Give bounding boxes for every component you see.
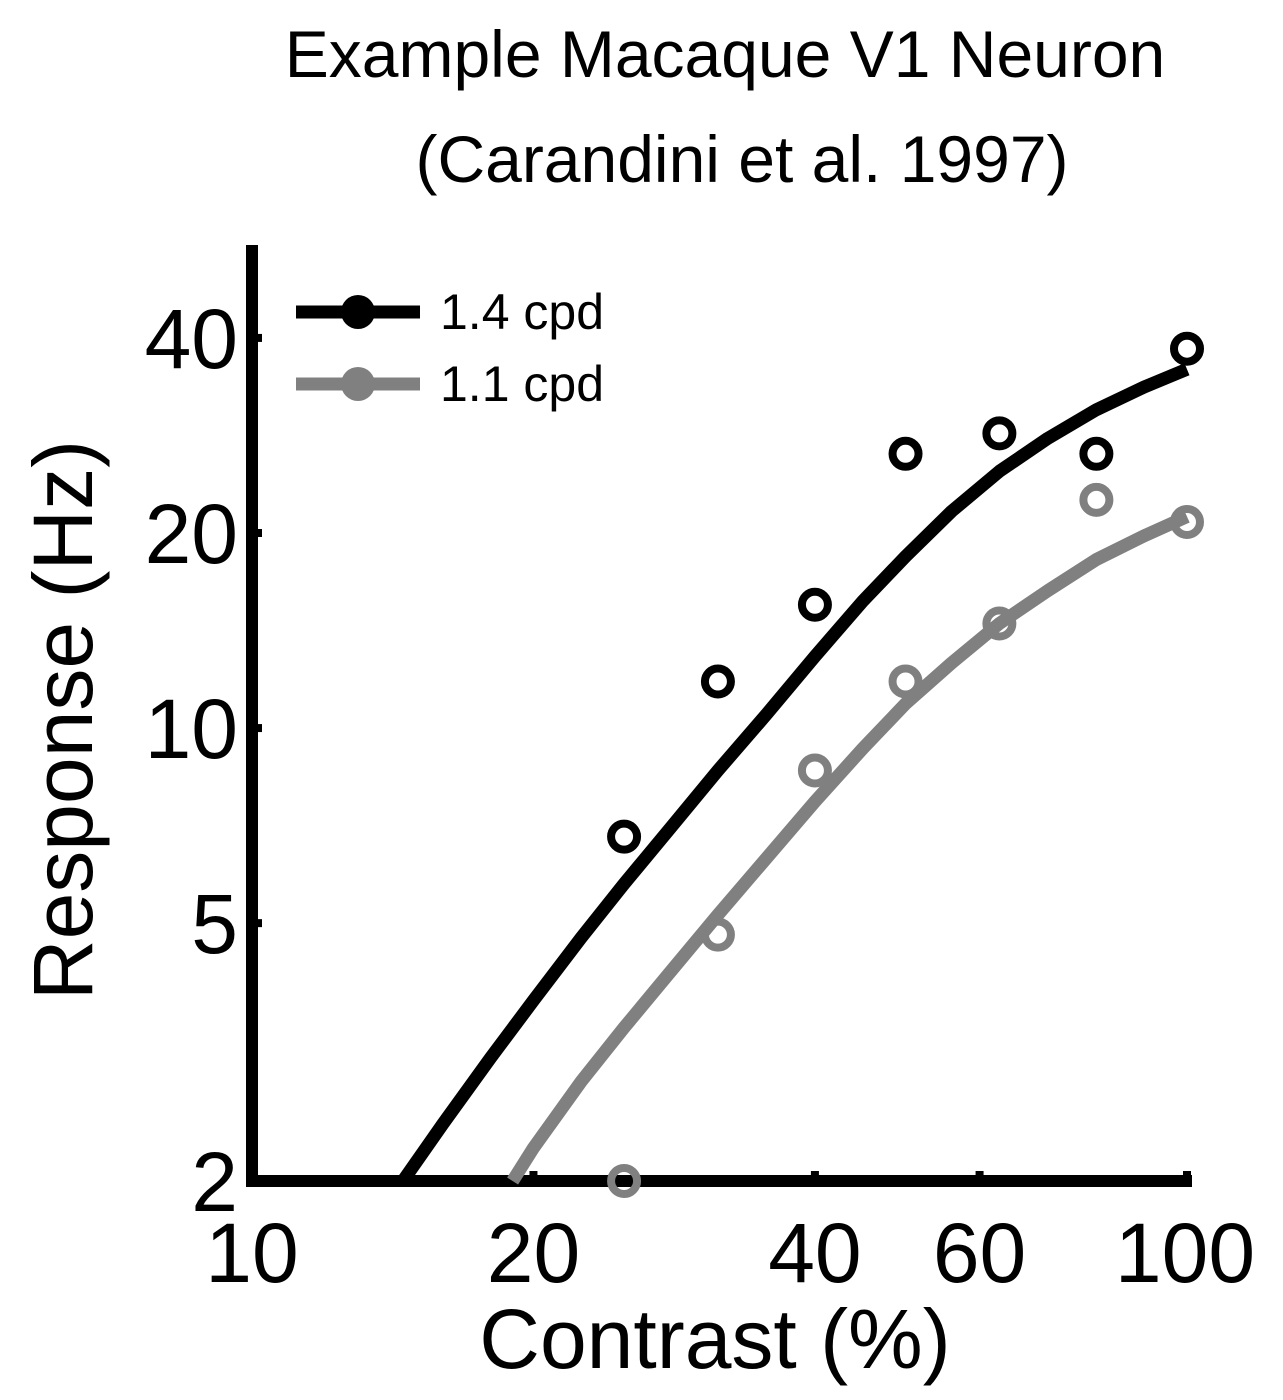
chart-subtitle: (Carandini et al. 1997): [415, 122, 1068, 196]
fit-curve: [507, 510, 1190, 1185]
data-point: [1079, 482, 1114, 517]
data-point: [888, 436, 923, 471]
legend-label: 1.1 cpd: [440, 356, 604, 412]
y-axis-ticks: 2 5 10 20 40: [145, 292, 262, 1229]
x-axis-ticks: 10 20 40 60 100: [205, 1171, 1255, 1300]
y-axis-label: Response (Hz): [16, 440, 110, 1000]
data-point: [982, 416, 1017, 451]
data-point: [607, 1164, 642, 1198]
legend-marker: [341, 295, 375, 329]
data-point: [607, 819, 642, 854]
y-tick-label: 10: [145, 682, 238, 776]
x-tick-label: 100: [1115, 1206, 1255, 1300]
x-tick-label: 10: [205, 1206, 298, 1300]
x-tick-label: 60: [933, 1206, 1026, 1300]
x-tick-label: 40: [768, 1206, 861, 1300]
data-point: [797, 753, 832, 788]
data-point: [700, 917, 735, 952]
fit-curves: [397, 363, 1190, 1185]
fit-curve: [397, 363, 1190, 1185]
data-point: [982, 606, 1017, 641]
legend-marker: [341, 367, 375, 401]
chart-title: Example Macaque V1 Neuron: [285, 17, 1166, 91]
data-point: [1170, 504, 1204, 539]
data-point: [700, 664, 735, 699]
data-point: [1079, 436, 1114, 471]
legend: 1.4 cpd 1.1 cpd: [296, 284, 604, 412]
y-tick-label: 40: [145, 292, 238, 386]
data-point: [797, 587, 832, 622]
data-points: [607, 331, 1204, 1198]
data-point: [888, 664, 923, 699]
y-tick-label: 5: [191, 877, 238, 971]
x-tick-label: 20: [487, 1206, 580, 1300]
legend-label: 1.4 cpd: [440, 284, 604, 340]
data-point: [1170, 331, 1204, 366]
x-axis-label: Contrast (%): [479, 1292, 950, 1386]
y-tick-label: 20: [145, 487, 238, 581]
y-tick-label: 2: [191, 1135, 238, 1229]
